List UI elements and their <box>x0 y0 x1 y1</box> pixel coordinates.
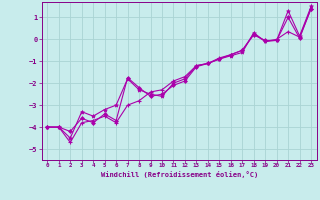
X-axis label: Windchill (Refroidissement éolien,°C): Windchill (Refroidissement éolien,°C) <box>100 171 258 178</box>
